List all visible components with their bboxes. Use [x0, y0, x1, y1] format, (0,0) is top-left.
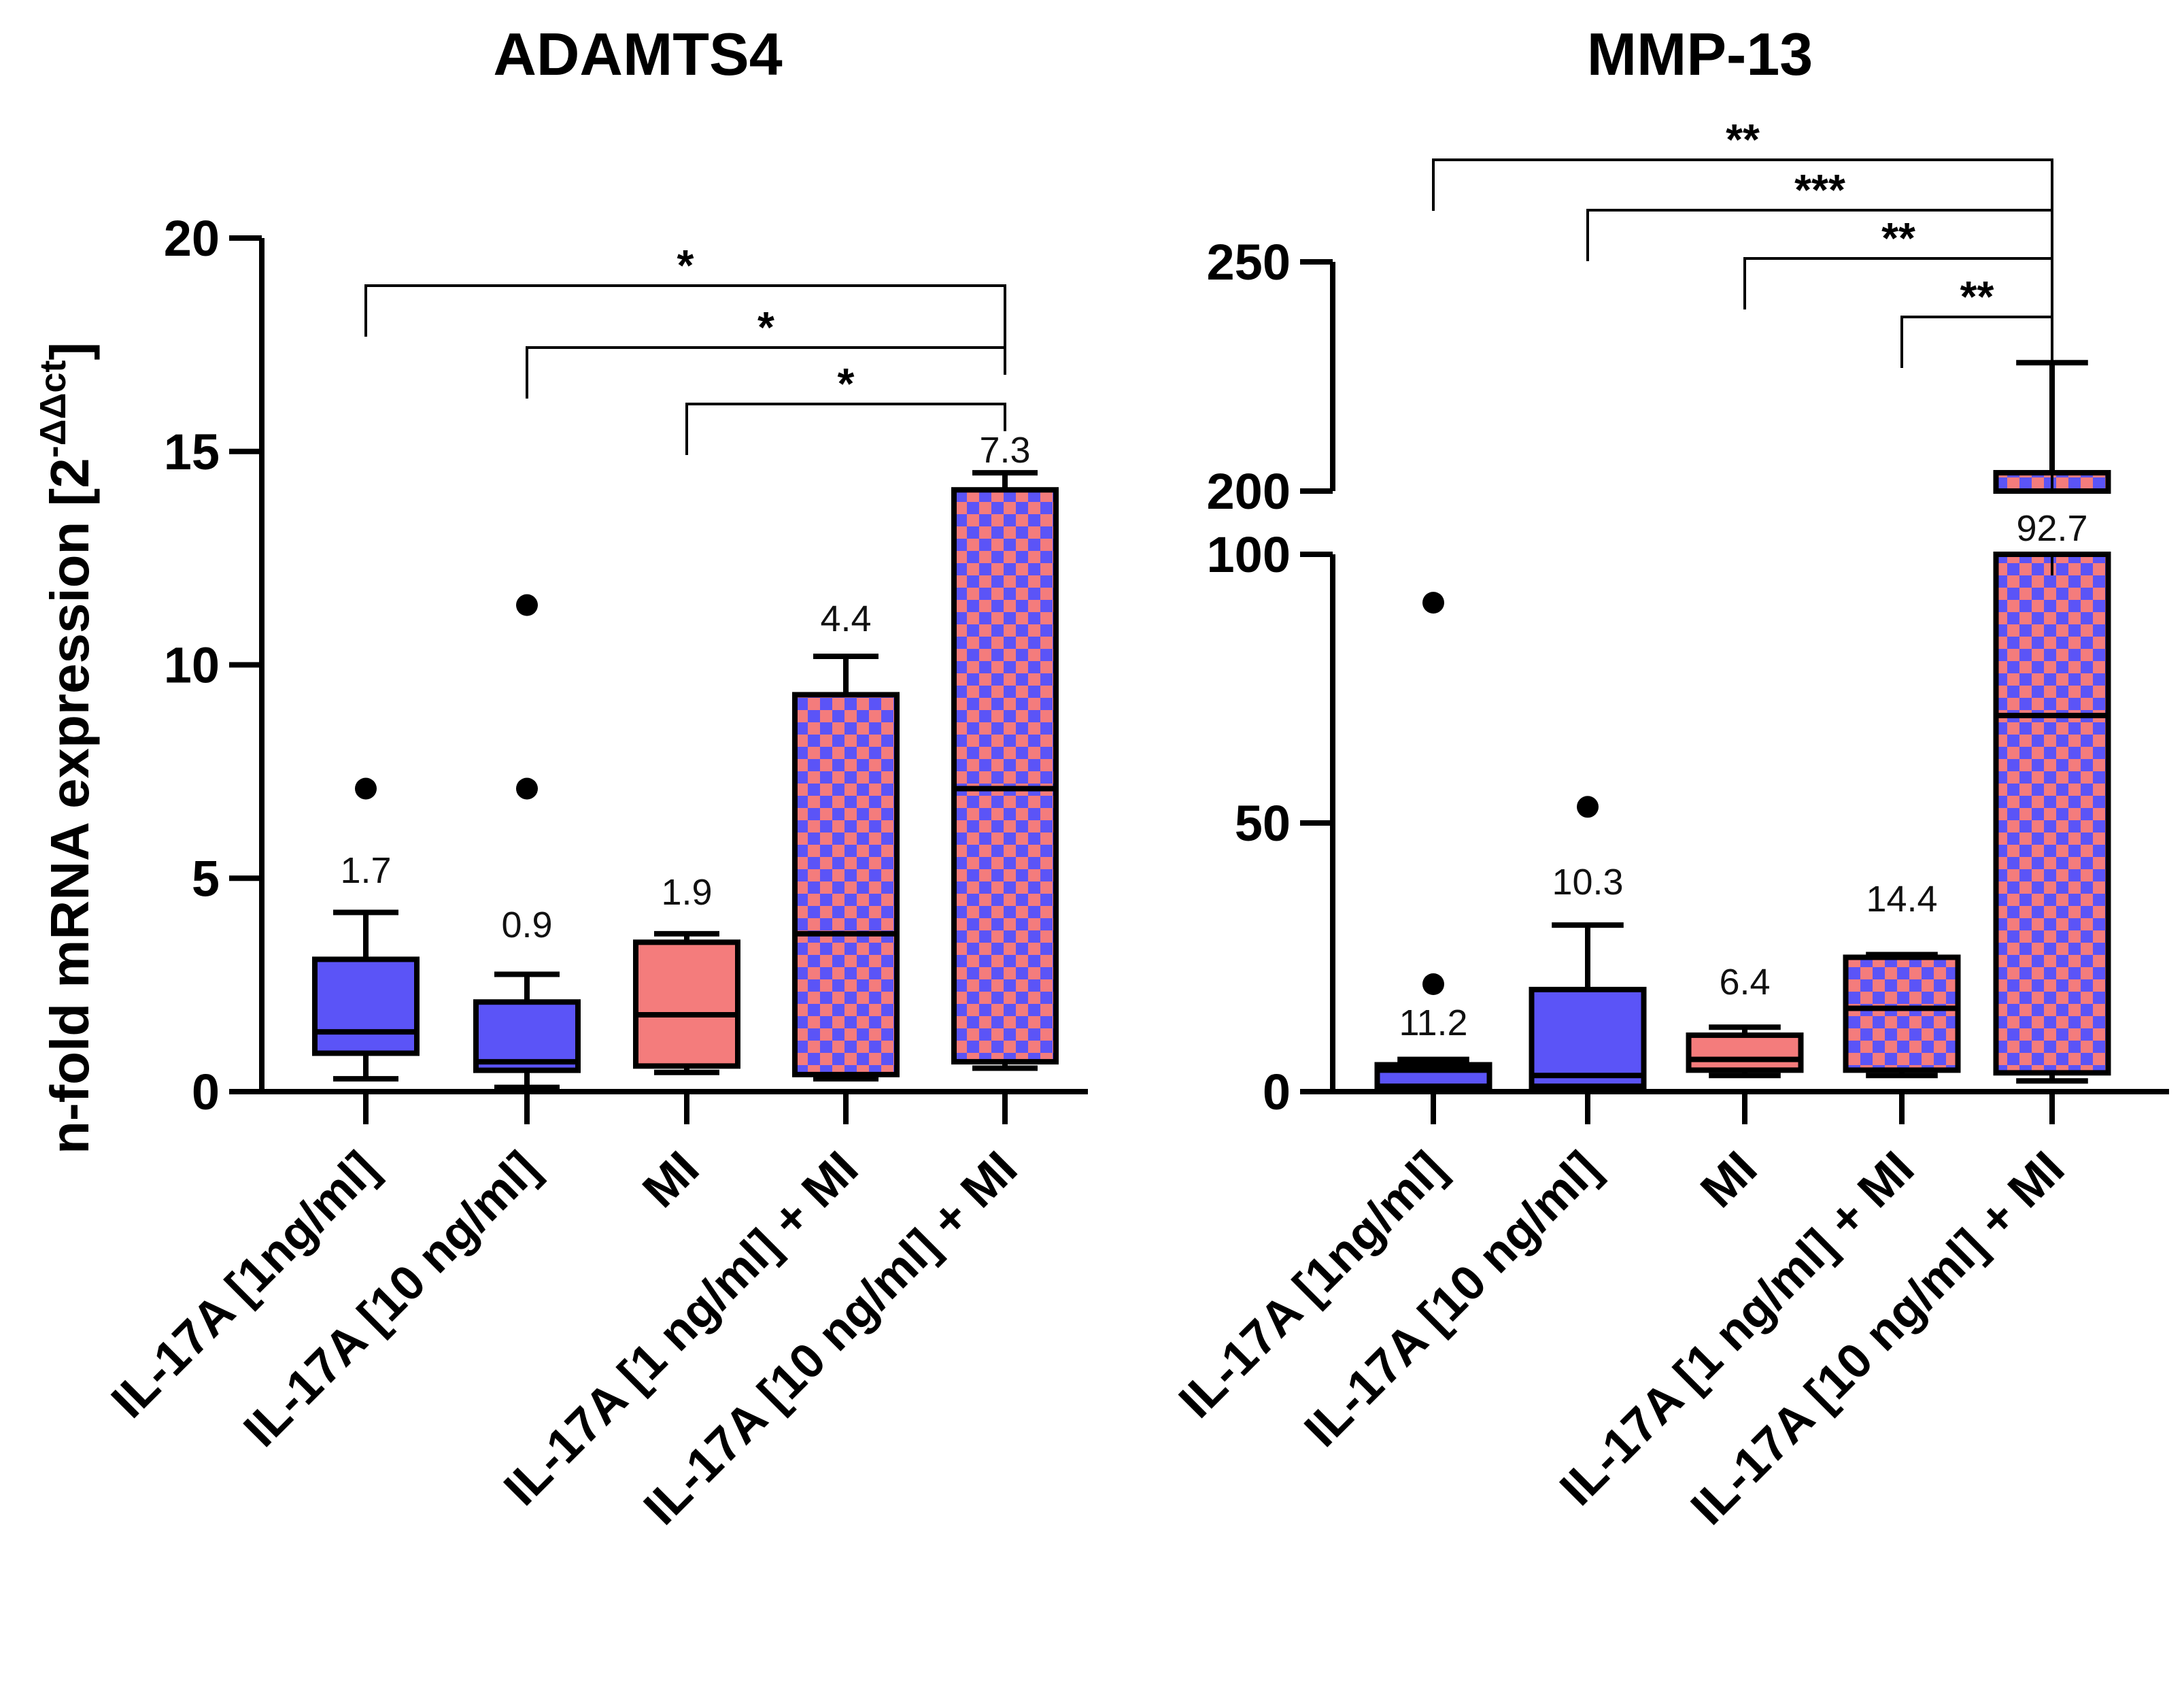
- y-axis-label-main: n-fold mRNA expression [2: [39, 458, 100, 1154]
- box-iqr: [473, 999, 581, 1073]
- bracket-line: [685, 403, 1006, 455]
- value-label: 92.7: [2016, 508, 2087, 549]
- box-3: 1.9 MI: [632, 872, 740, 1218]
- y-axis-label: n-fold mRNA expression [2-ΔΔct]: [33, 342, 100, 1154]
- mmp13-chart: 0 50 100 200 250 11.2 IL-17A [1ng/ml] 10.3 IL-17…: [1169, 115, 2169, 1535]
- y-axis-label-close: ]: [39, 342, 100, 360]
- y-tick-label: 0: [1263, 1064, 1291, 1120]
- box-iqr: [792, 692, 900, 1077]
- chart-title-mmp13: MMP-13: [1587, 20, 1813, 88]
- significance-stars: *: [838, 359, 855, 408]
- outlier-point: [516, 594, 538, 616]
- significance-stars: **: [1881, 214, 1915, 263]
- value-label: 11.2: [1399, 1003, 1467, 1043]
- value-label: 0.9: [501, 905, 552, 945]
- value-label: 14.4: [1866, 879, 1937, 920]
- y-tick-label: 200: [1207, 463, 1291, 520]
- value-label: 7.3: [979, 430, 1030, 471]
- y-tick-label: 10: [164, 637, 220, 694]
- significance-bracket-4: **: [1900, 272, 2053, 575]
- outlier-point: [516, 777, 538, 800]
- bracket-line: [526, 346, 1006, 399]
- value-label: 4.4: [820, 599, 871, 639]
- outlier-point: [1422, 592, 1444, 614]
- bracket-line: [1900, 316, 2053, 575]
- box-iqr: [1686, 1032, 1804, 1073]
- significance-bracket-3: *: [685, 359, 1006, 455]
- outlier-point: [1422, 973, 1444, 995]
- y-tick-label: 5: [192, 850, 220, 907]
- significance-bracket-2: *: [526, 303, 1006, 399]
- value-label: 1.9: [661, 872, 712, 913]
- box-iqr: [1843, 954, 1961, 1073]
- significance-bracket-1: **: [1432, 115, 2053, 568]
- bracket-line: [1432, 158, 2053, 568]
- box-iqr: [633, 939, 740, 1069]
- value-label: 6.4: [1719, 962, 1770, 1003]
- y-axis-label-superscript: -ΔΔct: [33, 360, 73, 458]
- significance-stars: ***: [1794, 165, 1845, 214]
- y-tick-label: 50: [1235, 795, 1291, 852]
- box-iqr: [312, 956, 420, 1056]
- box-iqr: [951, 487, 1059, 1065]
- bracket-line: [364, 284, 1006, 350]
- category-label: IL-17A [10 ng/ml]: [1294, 1141, 1610, 1458]
- y-tick-label: 0: [192, 1064, 220, 1120]
- significance-bracket-1: *: [364, 241, 1006, 350]
- outlier-point: [355, 777, 377, 800]
- axis-break-gap: [1992, 494, 2112, 552]
- y-tick-label: 20: [164, 210, 220, 267]
- significance-stars: *: [757, 303, 774, 352]
- significance-stars: **: [1726, 115, 1760, 164]
- outlier-point: [1577, 796, 1599, 818]
- y-tick-label: 15: [164, 424, 220, 480]
- category-label: IL-17A [1ng/ml]: [1169, 1141, 1456, 1428]
- box-iqr: [1529, 986, 1647, 1090]
- category-label: MI: [632, 1141, 709, 1218]
- value-label: 1.7: [340, 850, 391, 891]
- significance-stars: *: [677, 241, 694, 290]
- chart-title-adamts4: ADAMTS4: [493, 20, 782, 88]
- significance-stars: **: [1960, 272, 1994, 321]
- significance-bracket-2: ***: [1586, 165, 2053, 571]
- box-2: 10.3 IL-17A [10 ng/ml]: [1294, 796, 1647, 1458]
- value-label: 10.3: [1552, 862, 1623, 903]
- y-tick-label: 250: [1207, 234, 1291, 290]
- bracket-line: [1586, 209, 2053, 571]
- category-label: IL-17A [1ng/ml]: [101, 1141, 388, 1428]
- category-label: MI: [1690, 1141, 1767, 1218]
- y-tick-label: 100: [1207, 526, 1291, 583]
- category-label: IL-17A [10 ng/ml]: [233, 1141, 549, 1458]
- adamts4-chart: 0 5 10 15 20 1.7 IL-17A [1ng/ml] 0.9 IL-17A [10 …: [101, 210, 1088, 1535]
